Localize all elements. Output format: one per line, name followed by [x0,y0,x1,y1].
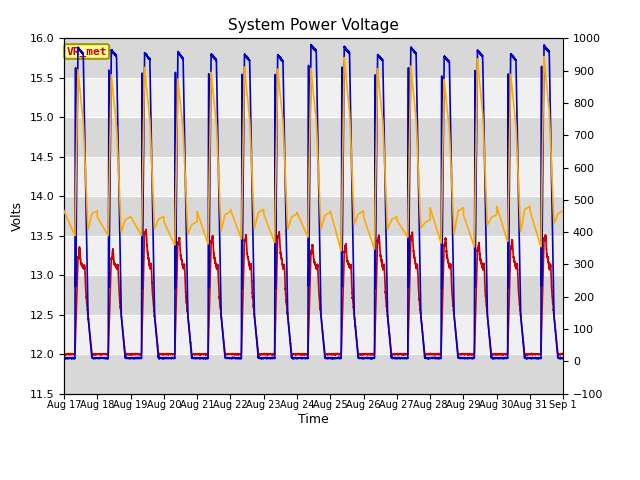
Bar [64,38,563,78]
Bar [64,236,563,275]
Title: System Power Voltage: System Power Voltage [228,18,399,33]
X-axis label: Time: Time [298,413,329,426]
Bar [64,78,563,117]
Bar [64,354,563,394]
Bar [64,117,563,157]
Bar [64,157,563,196]
Text: VR_met: VR_met [67,47,107,57]
Bar [64,315,563,354]
Legend: 23x Battery, Solar, CM1_in: 23x Battery, Solar, CM1_in [147,478,481,480]
Y-axis label: Volts: Volts [11,201,24,231]
Bar [64,275,563,315]
Bar [64,196,563,236]
